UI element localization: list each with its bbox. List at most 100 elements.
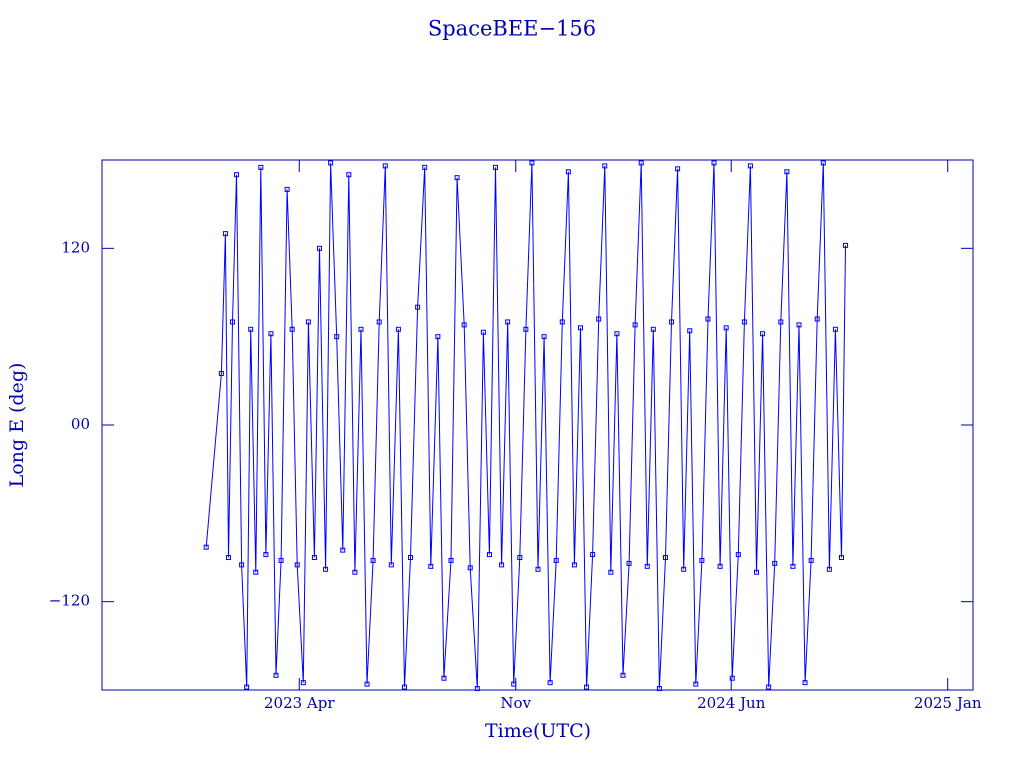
- data-point: [511, 681, 517, 687]
- data-point: [711, 160, 717, 166]
- data-point: [596, 316, 602, 322]
- data-point: [340, 547, 346, 553]
- data-point: [294, 562, 300, 568]
- data-point: [278, 557, 284, 563]
- data-point: [300, 680, 306, 686]
- data-point: [401, 684, 407, 690]
- data-point: [620, 672, 626, 678]
- data-point: [273, 672, 279, 678]
- data-point: [517, 555, 523, 560]
- data-point: [311, 555, 317, 560]
- y-tick-label: 00: [71, 415, 90, 433]
- data-point: [358, 326, 364, 332]
- data-point: [626, 560, 632, 566]
- data-point: [316, 245, 322, 251]
- data-point: [826, 566, 832, 572]
- data-point: [435, 334, 441, 340]
- data-point: [448, 557, 454, 563]
- data-point: [723, 325, 729, 331]
- data-point: [239, 562, 245, 568]
- data-point: [499, 562, 505, 568]
- data-point: [334, 334, 340, 340]
- data-point: [364, 681, 370, 687]
- y-axis-title: Long E (deg): [6, 363, 28, 488]
- data-point: [638, 160, 644, 166]
- data-point: [644, 563, 650, 569]
- data-point: [225, 555, 231, 560]
- data-point: [422, 164, 428, 170]
- data-point: [843, 242, 849, 248]
- data-point: [441, 675, 447, 681]
- data-point: [268, 331, 274, 337]
- data-point: [461, 322, 467, 328]
- data-point: [541, 334, 547, 340]
- data-point: [289, 326, 295, 332]
- x-axis-title: Time(UTC): [485, 720, 591, 742]
- data-point: [669, 319, 675, 325]
- data-point: [305, 319, 311, 325]
- data-point: [547, 680, 553, 686]
- y-tick-label: 120: [61, 238, 90, 256]
- x-tick-label: 2024 Jun: [697, 694, 766, 712]
- data-point: [802, 680, 808, 686]
- data-point: [820, 160, 826, 166]
- data-point: [838, 555, 844, 560]
- y-tick-label: −120: [49, 592, 90, 610]
- x-tick-label: 2025 Jan: [914, 694, 982, 712]
- data-point: [370, 557, 376, 563]
- data-point: [662, 555, 668, 560]
- data-point: [808, 557, 814, 563]
- data-point: [258, 164, 264, 170]
- data-point: [395, 326, 401, 332]
- data-point: [735, 552, 741, 558]
- data-point: [729, 675, 735, 681]
- data-point: [754, 569, 760, 575]
- data-point: [346, 172, 352, 178]
- data-point: [486, 552, 492, 558]
- data-point: [480, 329, 486, 335]
- data-point: [778, 319, 784, 325]
- data-point: [590, 552, 596, 558]
- data-point: [467, 565, 473, 571]
- data-point: [747, 163, 753, 169]
- data-point: [796, 322, 802, 328]
- data-point: [535, 566, 541, 572]
- data-point: [523, 326, 529, 332]
- data-point: [681, 566, 687, 572]
- data-point: [656, 686, 662, 692]
- data-point: [229, 319, 235, 325]
- data-point: [388, 562, 394, 568]
- data-point: [454, 175, 460, 181]
- plot-frame: [101, 159, 974, 691]
- data-point: [784, 169, 790, 175]
- data-point: [328, 160, 334, 166]
- data-point: [675, 166, 681, 172]
- data-point: [608, 569, 614, 575]
- data-point: [693, 681, 699, 687]
- data-point: [717, 563, 723, 569]
- data-point: [203, 544, 209, 550]
- data-point: [222, 231, 228, 237]
- x-tick-label: Nov: [500, 694, 531, 712]
- data-point: [814, 316, 820, 322]
- data-point: [602, 163, 608, 169]
- data-point: [772, 560, 778, 566]
- data-point: [565, 169, 571, 175]
- data-point: [832, 326, 838, 332]
- data-point: [650, 326, 656, 332]
- data-point: [766, 684, 772, 690]
- data-point: [493, 164, 499, 170]
- data-point: [741, 319, 747, 325]
- data-point: [253, 569, 259, 575]
- data-point: [415, 304, 421, 310]
- data-point: [376, 319, 382, 325]
- data-point: [408, 555, 414, 560]
- chart-title: SpaceBEE−156: [428, 17, 596, 41]
- data-point: [614, 331, 620, 337]
- data-point: [553, 557, 559, 563]
- data-point: [505, 319, 511, 325]
- data-point: [571, 562, 577, 568]
- data-point: [382, 163, 388, 169]
- data-point: [577, 325, 583, 331]
